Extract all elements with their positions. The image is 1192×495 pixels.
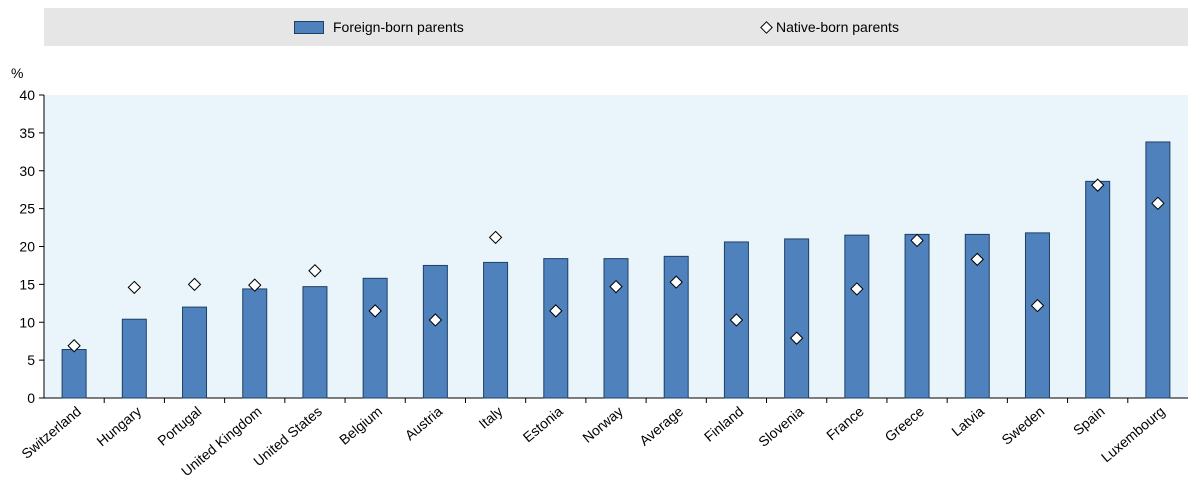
marker-estonia xyxy=(549,304,563,318)
marker-sweden xyxy=(1030,298,1045,313)
y-tick-label: 35 xyxy=(19,125,35,141)
marker-austria xyxy=(428,313,443,327)
marker-luxembourg xyxy=(1151,196,1165,211)
x-tick-label: Spain xyxy=(1070,403,1108,438)
bar-greece xyxy=(904,233,930,399)
x-tick-label: Norway xyxy=(579,403,626,446)
bar-slovenia xyxy=(784,238,810,399)
legend-bar-swatch xyxy=(294,20,324,34)
bar-france xyxy=(844,234,870,399)
bar-belgium xyxy=(362,277,388,399)
y-axis-label: % xyxy=(11,65,23,81)
marker-united-kingdom xyxy=(248,278,262,292)
bar-luxembourg xyxy=(1145,141,1171,399)
y-tick-label: 40 xyxy=(19,87,35,103)
legend: Foreign-born parents Native-born parents xyxy=(44,8,1188,46)
marker-united-states xyxy=(308,264,322,278)
bar-united-states xyxy=(302,286,328,399)
bar-italy xyxy=(483,261,509,399)
legend-native-label: Native-born parents xyxy=(776,19,899,35)
legend-foreign-label: Foreign-born parents xyxy=(333,19,464,35)
x-tick-label: Austria xyxy=(402,403,446,443)
x-tick-label: Portugal xyxy=(154,403,204,449)
y-tick-label: 25 xyxy=(19,201,35,217)
marker-belgium xyxy=(368,304,382,318)
x-tick-label: France xyxy=(823,403,867,443)
x-tick-label: Sweden xyxy=(998,403,1047,448)
bar-united-kingdom xyxy=(242,288,268,399)
x-tick-label: Greece xyxy=(882,403,928,445)
bars xyxy=(61,141,1171,399)
x-tick-label: Hungary xyxy=(93,403,144,449)
marker-switzerland xyxy=(67,339,81,353)
bar-estonia xyxy=(543,258,569,399)
marker-slovenia xyxy=(789,331,804,345)
y-tick-label: 20 xyxy=(19,239,35,255)
x-tick-label: Latvia xyxy=(948,403,987,439)
marker-portugal xyxy=(187,277,202,292)
x-tick-label: Italy xyxy=(476,403,506,432)
bar-hungary xyxy=(121,318,147,399)
y-tick-label: 0 xyxy=(27,390,35,406)
bar-switzerland xyxy=(61,349,87,399)
marker-spain xyxy=(1090,178,1105,192)
x-tick-label: Switzerland xyxy=(18,403,84,462)
y-tick-label: 5 xyxy=(27,352,35,368)
x-tick-label: Slovenia xyxy=(755,403,807,450)
marker-italy xyxy=(488,230,503,245)
marker-france xyxy=(850,282,864,296)
bar-spain xyxy=(1085,180,1111,399)
marker-greece xyxy=(910,233,924,248)
y-tick-label: 15 xyxy=(19,276,35,292)
markers xyxy=(67,178,1165,353)
y-tick-label: 30 xyxy=(19,163,35,179)
x-tick-label: Estonia xyxy=(520,403,566,445)
bar-norway xyxy=(603,258,629,399)
x-tick-label: Luxembourg xyxy=(1098,403,1168,465)
marker-latvia xyxy=(970,252,984,267)
bar-portugal xyxy=(182,306,208,399)
y-tick-label: 10 xyxy=(19,314,35,330)
bar-sweden xyxy=(1024,232,1050,399)
legend-item-foreign: Foreign-born parents xyxy=(294,8,464,46)
x-tick-label: Finland xyxy=(701,403,746,445)
x-tick-label: Average xyxy=(636,403,686,449)
marker-norway xyxy=(609,279,623,294)
legend-item-native: Native-born parents xyxy=(760,8,899,46)
marker-average xyxy=(669,275,683,289)
marker-finland xyxy=(729,313,744,327)
bar-austria xyxy=(422,264,448,399)
marker-hungary xyxy=(127,280,142,295)
x-tick-label: Belgium xyxy=(336,403,385,448)
